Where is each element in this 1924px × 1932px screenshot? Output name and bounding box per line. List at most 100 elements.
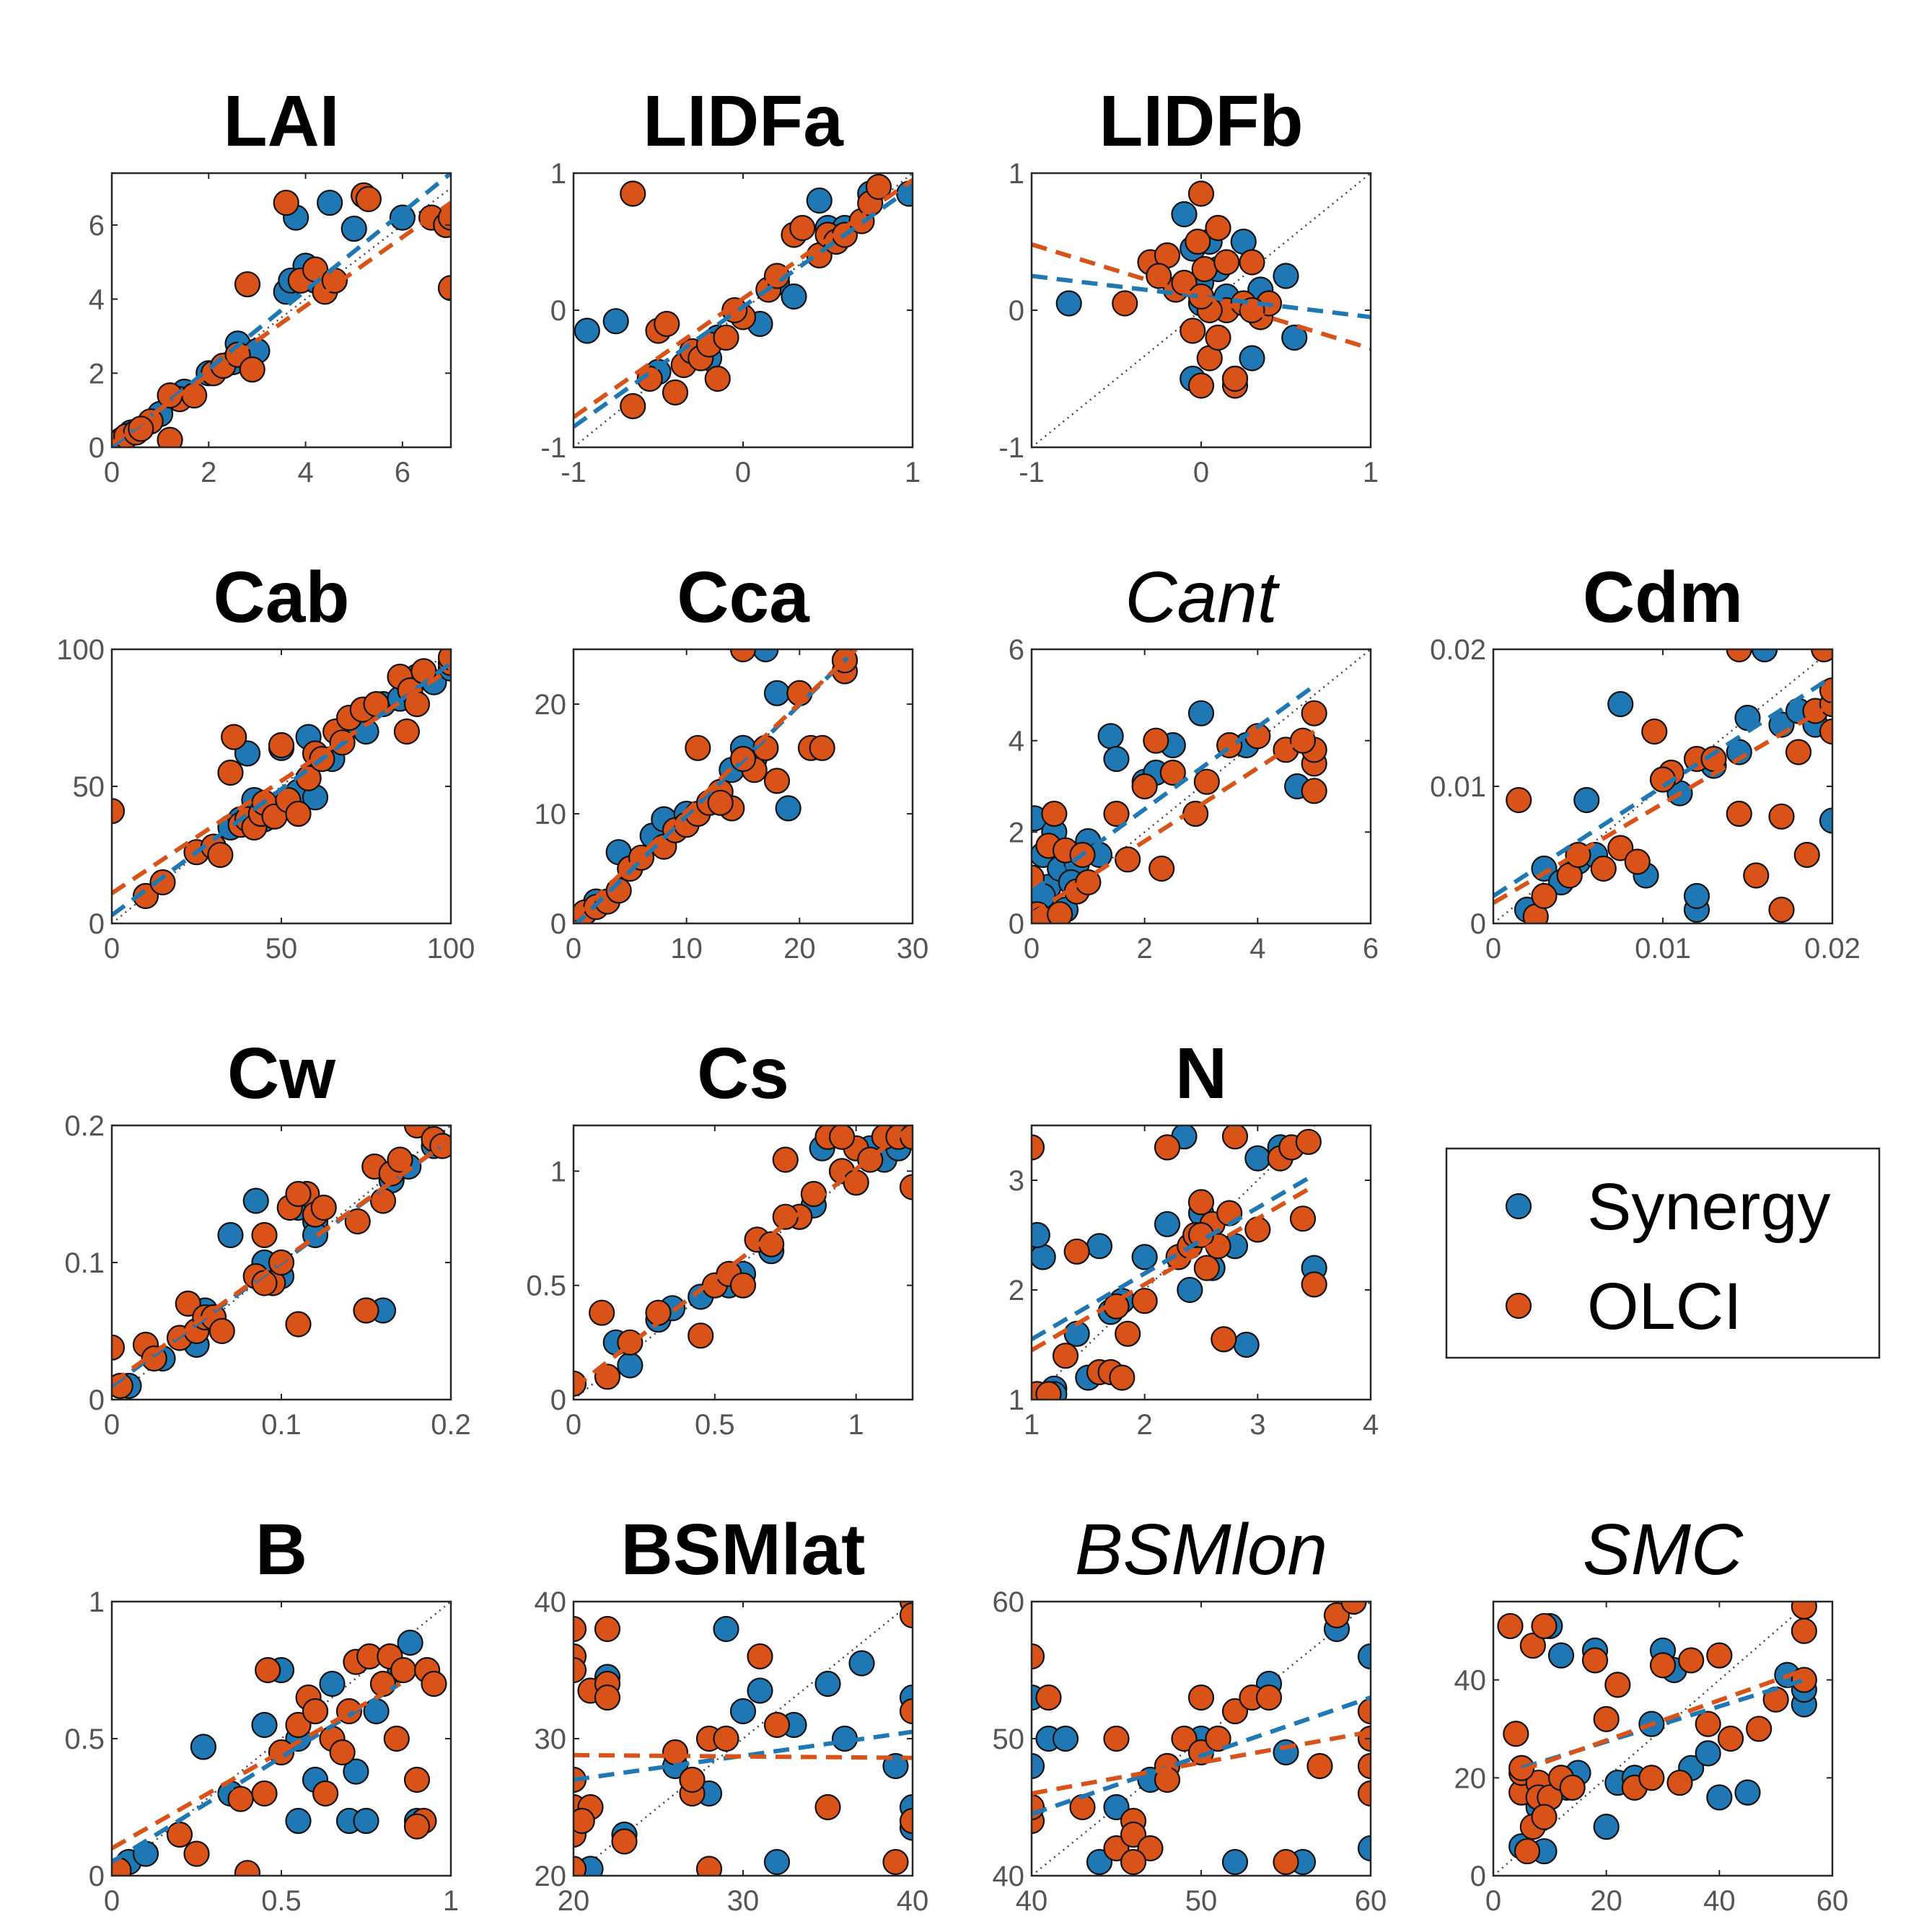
x-tick-label: 0.2: [431, 1409, 471, 1441]
point-olci: [403, 1766, 431, 1793]
axes-frame: [1492, 1600, 1834, 1877]
point-olci: [285, 1311, 312, 1338]
point-olci: [149, 869, 176, 896]
point-olci: [1041, 800, 1068, 827]
point-olci: [1717, 1725, 1744, 1752]
point-olci: [369, 1187, 397, 1214]
point-olci: [729, 1272, 757, 1299]
y-tick-label: 20: [1454, 1762, 1487, 1794]
x-tick-label: 1: [905, 457, 921, 488]
axes-frame: [1030, 648, 1372, 925]
fit-line-olci: [112, 1682, 401, 1850]
point-olci: [636, 365, 663, 392]
point-synergy: [1097, 723, 1124, 750]
x-tick-label: 0.01: [1635, 933, 1691, 965]
x-tick-label: 10: [670, 933, 703, 965]
fit-line-olci: [574, 1125, 913, 1390]
point-olci: [112, 798, 126, 825]
x-tick-label: 3: [1249, 1409, 1265, 1441]
y-tick-label: 10: [535, 799, 567, 830]
fit-line-synergy: [1032, 1695, 1371, 1817]
point-olci: [899, 1602, 913, 1629]
point-olci: [1115, 1320, 1141, 1347]
point-olci: [1103, 1725, 1130, 1752]
y-tick-label: 3: [1009, 1165, 1024, 1197]
point-olci: [251, 1780, 278, 1807]
panel-cdm: Cdm 0 0.01 0.02 0 0.01 0.02: [1430, 557, 1861, 965]
point-synergy: [882, 1752, 909, 1780]
panel-title: BSMlon: [1075, 1509, 1327, 1590]
point-olci: [175, 1290, 201, 1317]
point-synergy: [1281, 324, 1308, 351]
point-olci: [1193, 768, 1220, 795]
point-olci: [1301, 700, 1327, 726]
point-synergy: [763, 680, 791, 706]
y-tick-label: 1: [550, 1156, 566, 1187]
point-olci: [1791, 1617, 1817, 1644]
panel-title: Cab: [214, 557, 350, 638]
y-tick-label: -1: [540, 432, 566, 464]
point-olci: [221, 724, 247, 750]
point-synergy: [1233, 1331, 1260, 1358]
point-synergy: [341, 215, 367, 242]
point-olci: [1221, 365, 1249, 392]
point-olci: [1503, 1721, 1529, 1747]
point-olci: [1666, 1769, 1693, 1796]
point-olci: [387, 1146, 413, 1173]
fit-line-synergy: [112, 173, 451, 447]
point-olci: [1115, 846, 1141, 873]
point-synergy: [1593, 1814, 1620, 1840]
point-olci: [1695, 1711, 1721, 1737]
point-olci: [1497, 1612, 1524, 1640]
panel-title: Cs: [697, 1033, 789, 1114]
point-olci: [1171, 1725, 1198, 1752]
point-synergy: [1131, 1244, 1158, 1270]
y-tick-label: 0: [550, 908, 566, 940]
x-tick-label: 0: [1485, 933, 1501, 965]
point-olci: [747, 1643, 773, 1670]
y-tick-label: 0: [89, 1384, 105, 1416]
panel-lai: LAI 0 2 4 6 0 2 4 6: [89, 81, 452, 488]
x-tick-label: 1: [848, 1409, 864, 1441]
point-olci: [789, 214, 816, 242]
y-tick-label: 1: [550, 158, 566, 190]
fit-line-synergy: [1032, 684, 1316, 894]
point-synergy: [1357, 1835, 1371, 1862]
point-synergy: [1032, 1221, 1050, 1249]
point-olci: [707, 789, 734, 816]
y-tick-label: 0: [89, 1861, 105, 1892]
point-olci: [1143, 727, 1169, 754]
fit-line-olci: [112, 201, 451, 446]
legend-marker-olci: [1505, 1292, 1532, 1320]
panel-title: Cw: [227, 1033, 335, 1114]
point-synergy: [1726, 739, 1752, 765]
point-olci: [234, 1860, 261, 1876]
point-olci: [899, 1174, 913, 1200]
x-tick-label: 50: [1185, 1885, 1218, 1917]
y-tick-label: 0: [89, 432, 105, 464]
point-olci: [1559, 1774, 1586, 1801]
point-olci: [589, 1299, 615, 1326]
point-olci: [1519, 1632, 1546, 1659]
axes-frame: [572, 1124, 914, 1401]
point-olci: [1187, 372, 1215, 399]
point-synergy: [1683, 882, 1710, 910]
x-tick-label: 2: [201, 457, 216, 488]
point-olci: [437, 275, 451, 302]
point-olci: [1211, 1326, 1237, 1353]
x-tick-label: 0: [104, 457, 120, 488]
fit-line-olci: [1493, 702, 1832, 905]
panel-title: Cca: [677, 557, 810, 638]
y-tick-label: 2: [1009, 1275, 1024, 1307]
point-synergy: [775, 795, 801, 822]
x-tick-label: 1: [1024, 1409, 1040, 1441]
point-olci: [1743, 862, 1770, 889]
point-olci: [1032, 1134, 1045, 1161]
point-olci: [1791, 1602, 1817, 1620]
point-olci: [1340, 1602, 1367, 1615]
point-olci: [1103, 800, 1130, 827]
x-tick-label: 0.02: [1804, 933, 1861, 965]
y-tick-label: 30: [535, 1724, 567, 1755]
point-synergy: [713, 1615, 739, 1643]
point-synergy: [1221, 1848, 1249, 1876]
